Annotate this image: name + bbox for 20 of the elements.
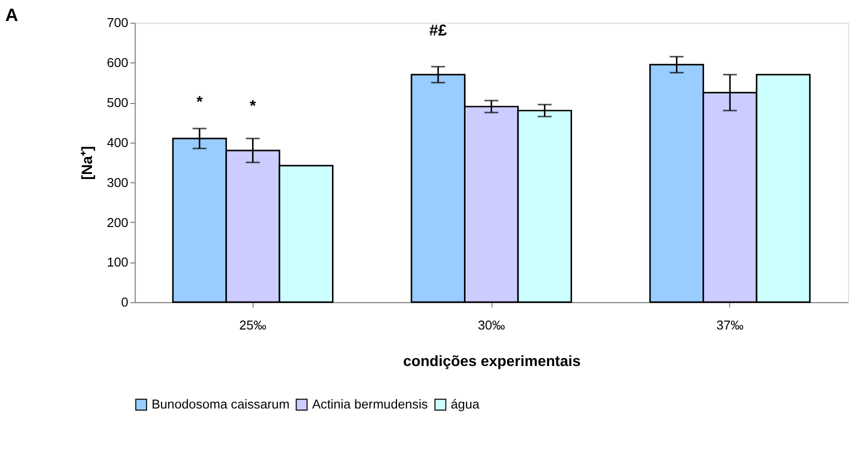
y-tick-label: 400 — [106, 134, 128, 150]
y-tick-label: 700 — [106, 15, 128, 30]
annotation: * — [250, 98, 257, 115]
x-tick-label: 37‰ — [716, 317, 744, 332]
y-tick-label: 500 — [106, 95, 128, 110]
legend-label: água — [450, 396, 480, 412]
annotation: #£ — [429, 22, 448, 40]
x-axis-title: condições experimentais — [403, 354, 581, 370]
y-tick-label: 300 — [106, 174, 128, 190]
y-tick-label: 0 — [121, 294, 128, 310]
y-tick-label: 100 — [106, 254, 128, 270]
y-axis-title: [Na⁺] — [80, 146, 96, 180]
y-tick-label: 600 — [106, 55, 128, 70]
x-tick-label: 25‰ — [239, 317, 267, 332]
x-tick-label: 30‰ — [478, 317, 506, 332]
annotation: * — [196, 94, 204, 111]
y-tick-label: 200 — [106, 214, 128, 230]
legend-label: Actinia bermudensis — [312, 396, 428, 412]
legend-label: Bunodosoma caissarum — [152, 396, 290, 412]
text: A — [5, 4, 18, 25]
